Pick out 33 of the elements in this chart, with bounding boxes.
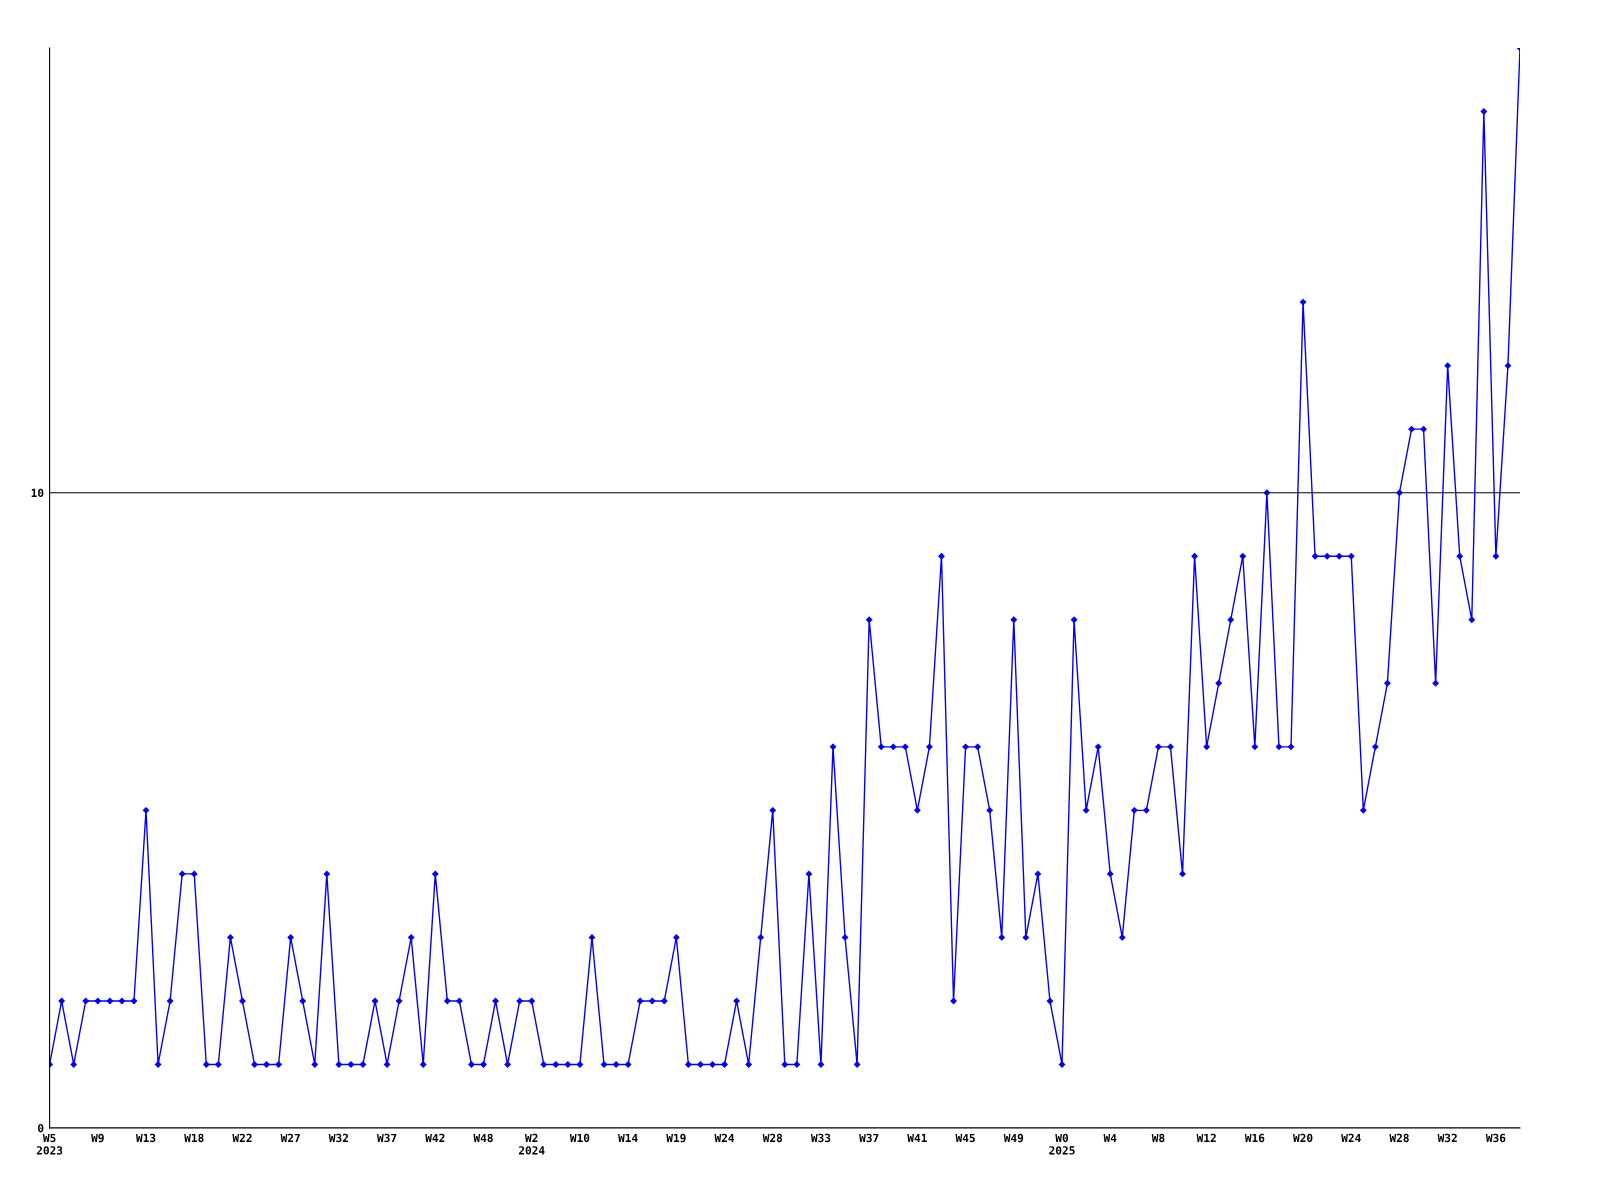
y-tick-label: 10	[31, 488, 44, 498]
x-tick-label: W20	[1293, 1133, 1313, 1143]
x-tick-label: W24	[714, 1133, 735, 1142]
x-tick-label: W8	[1151, 1133, 1165, 1143]
x-tick-label: W37	[859, 1133, 879, 1143]
x-tick-label: W27	[280, 1133, 300, 1142]
x-tick-label: W0 2025	[1049, 1133, 1075, 1155]
x-tick-label: W4	[1103, 1133, 1117, 1142]
x-tick-label: W9	[91, 1133, 104, 1143]
x-tick-label: W24	[1341, 1133, 1361, 1142]
x-tick-label: W28	[762, 1133, 783, 1143]
x-tick-label: W16	[1244, 1133, 1265, 1143]
x-tick-label: W41	[907, 1133, 927, 1142]
x-tick-label: W22	[232, 1133, 252, 1142]
x-tick-label: W14	[618, 1133, 638, 1142]
x-tick-label: W37	[377, 1133, 397, 1143]
x-tick-label: W48	[473, 1133, 493, 1143]
y-tick-label: 0	[38, 1123, 44, 1133]
x-tick-label: W45	[955, 1133, 975, 1143]
x-tick-label: W19	[666, 1133, 686, 1143]
x-tick-label: W36	[1485, 1133, 1506, 1143]
x-tick-label: W18	[184, 1133, 204, 1143]
x-tick-label: W10	[569, 1133, 590, 1143]
x-tick-label: W28	[1389, 1133, 1409, 1143]
x-tick-label: W5 2023	[36, 1133, 63, 1155]
x-tick-label: W32	[1437, 1133, 1457, 1143]
x-tick-label: W42	[425, 1133, 445, 1142]
x-tick-label: W49	[1003, 1133, 1024, 1143]
x-tick-label: W12	[1196, 1133, 1216, 1142]
x-tick-label: W32	[328, 1133, 348, 1143]
x-tick-label: W33	[810, 1133, 831, 1143]
x-tick-label: W13	[135, 1133, 156, 1143]
x-tick-label: W2 2024	[518, 1133, 545, 1155]
